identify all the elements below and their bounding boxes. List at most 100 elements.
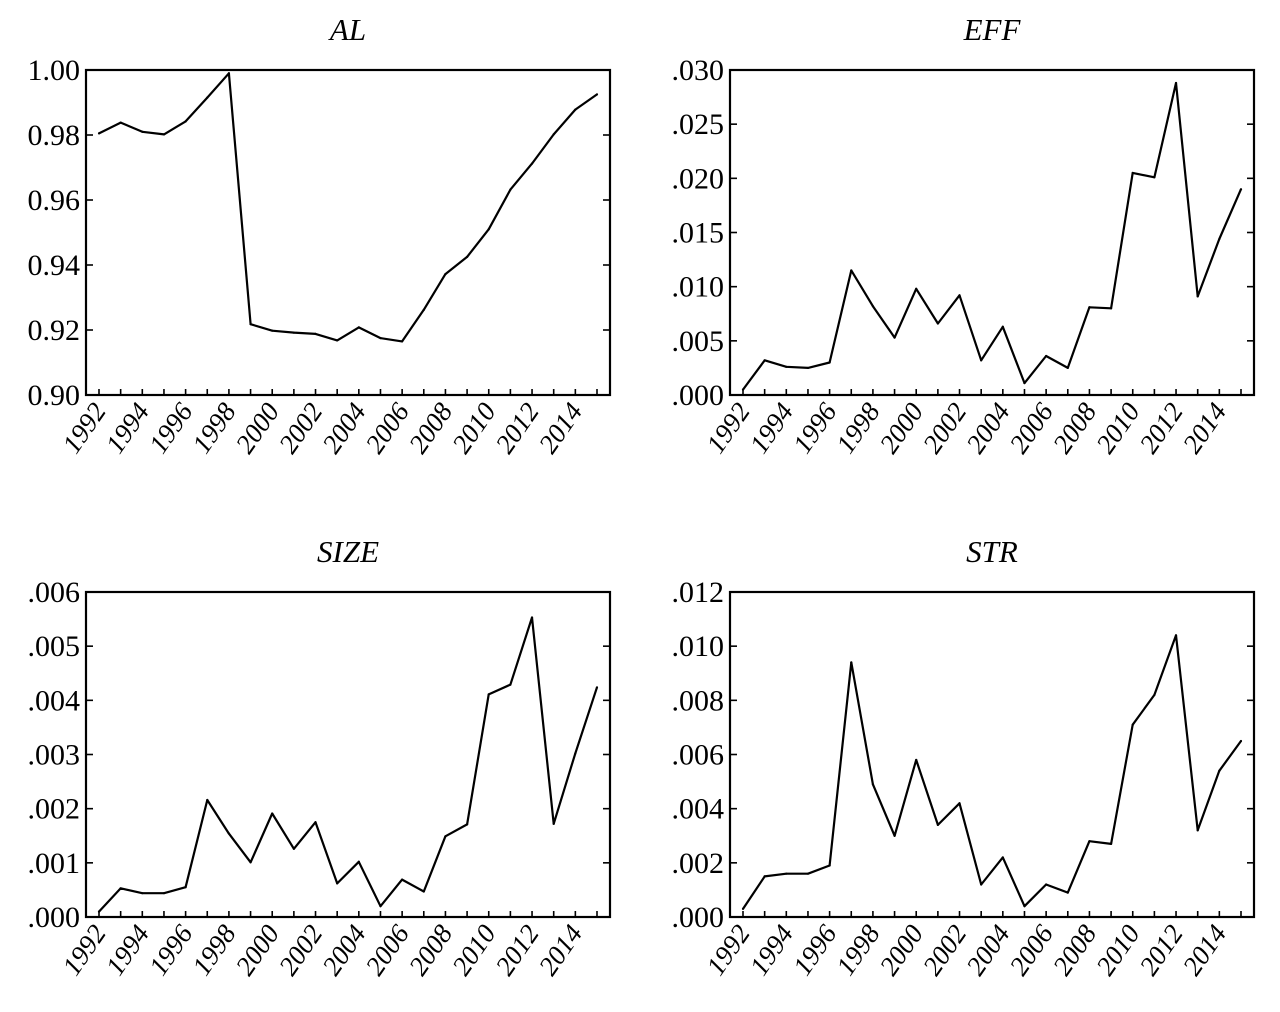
data-point	[141, 892, 144, 895]
y-tick-label: .025	[672, 108, 725, 141]
data-point	[552, 822, 555, 825]
data-point	[1109, 307, 1113, 310]
data-point	[314, 821, 317, 824]
data-point	[850, 269, 853, 272]
data-point	[1239, 739, 1243, 743]
data-point	[97, 132, 101, 135]
data-point	[1109, 842, 1113, 845]
x-tick-label: 1998	[186, 919, 242, 981]
plot-frame	[84, 590, 612, 919]
y-tick-label: .015	[672, 217, 725, 250]
y-tick-label: .030	[672, 54, 725, 87]
data-point	[1131, 171, 1134, 175]
data-point	[1045, 883, 1048, 886]
chart-panel-size: SIZE.000.001.002.003.004.005.00619921994…	[28, 534, 612, 981]
x-tick-label: 1998	[830, 919, 886, 981]
y-tick-label: .001	[28, 847, 81, 880]
x-tick-label: 2006	[359, 919, 415, 981]
data-point	[379, 905, 382, 908]
data-point	[314, 332, 317, 335]
data-point	[184, 886, 187, 889]
y-tick-label: .000	[28, 901, 81, 934]
data-point	[401, 340, 404, 343]
data-point	[763, 359, 766, 362]
data-point	[1196, 295, 1199, 298]
y-tick-label: .005	[672, 325, 725, 358]
y-tick-label: .008	[672, 684, 725, 717]
chart-title: SIZE	[317, 534, 379, 569]
data-point	[1066, 366, 1069, 370]
chart-panel-al: AL0.900.920.940.960.981.0019921994199619…	[28, 12, 612, 459]
chart-title: EFF	[963, 12, 1022, 47]
series-line-size	[98, 616, 599, 913]
data-point	[741, 388, 745, 391]
y-tick-label: .000	[672, 379, 725, 412]
x-tick-label: 2012	[1133, 397, 1189, 458]
y-tick-label: 0.96	[28, 184, 81, 217]
data-point	[871, 783, 875, 786]
x-tick-label: 2006	[359, 397, 415, 459]
data-point	[271, 329, 274, 332]
data-point	[785, 872, 788, 875]
data-point	[422, 308, 425, 311]
data-point	[422, 890, 425, 893]
data-point	[249, 323, 252, 326]
y-tick-label: .020	[672, 162, 725, 195]
y-tick-label: 0.92	[28, 314, 81, 347]
x-tick-label: 1996	[143, 397, 199, 459]
x-tick-label: 2000	[230, 919, 286, 981]
data-point	[357, 860, 360, 863]
data-point	[530, 616, 534, 619]
data-point	[292, 847, 295, 850]
y-tick-label: .004	[28, 684, 81, 717]
data-point	[1196, 829, 1199, 832]
data-point	[1088, 840, 1091, 843]
data-point	[401, 878, 404, 881]
series-line-eff	[742, 81, 1243, 391]
plot-frame	[728, 590, 1256, 919]
data-point	[227, 832, 231, 835]
data-point	[206, 96, 209, 99]
x-tick-label: 1996	[787, 919, 843, 981]
x-tick-label: 2014	[1177, 397, 1233, 458]
data-point	[444, 835, 447, 838]
data-point	[785, 365, 788, 368]
data-point	[980, 883, 983, 886]
y-tick-label: 0.90	[28, 379, 81, 412]
y-tick-label: 0.94	[28, 249, 81, 282]
chart-title: AL	[328, 12, 366, 47]
x-tick-label: 1998	[186, 397, 242, 459]
data-point	[1153, 176, 1156, 179]
y-tick-label: 0.98	[28, 119, 81, 152]
data-point	[1239, 188, 1243, 191]
data-point	[936, 322, 939, 325]
x-tick-label: 1996	[787, 397, 843, 459]
x-tick-label: 2008	[403, 919, 459, 981]
y-tick-label: .010	[672, 271, 725, 304]
data-point	[574, 752, 577, 755]
x-tick-label: 2010	[446, 919, 502, 981]
chart-panel-eff: EFF.000.005.010.015.020.025.030199219941…	[672, 12, 1256, 459]
x-tick-label: 1994	[744, 397, 800, 458]
data-point	[379, 337, 382, 340]
data-point	[162, 892, 166, 895]
data-point	[141, 130, 144, 133]
x-tick-label: 2008	[403, 397, 459, 459]
data-point	[487, 228, 490, 231]
data-point	[915, 287, 918, 290]
x-tick-label: 2004	[316, 919, 372, 980]
x-tick-label: 1998	[830, 397, 886, 459]
x-tick-label: 2014	[533, 919, 589, 980]
y-tick-label: 1.00	[28, 54, 81, 87]
x-tick-label: 2010	[1090, 397, 1146, 459]
chart-title: STR	[966, 534, 1018, 569]
x-tick-label: 1994	[100, 919, 156, 980]
y-tick-label: .002	[28, 793, 81, 826]
x-tick-label: 2012	[489, 397, 545, 458]
data-point	[336, 339, 339, 342]
x-tick-label: 2012	[1133, 919, 1189, 980]
data-point	[1001, 325, 1004, 328]
y-tick-label: .010	[672, 630, 725, 663]
data-point	[1045, 354, 1048, 358]
